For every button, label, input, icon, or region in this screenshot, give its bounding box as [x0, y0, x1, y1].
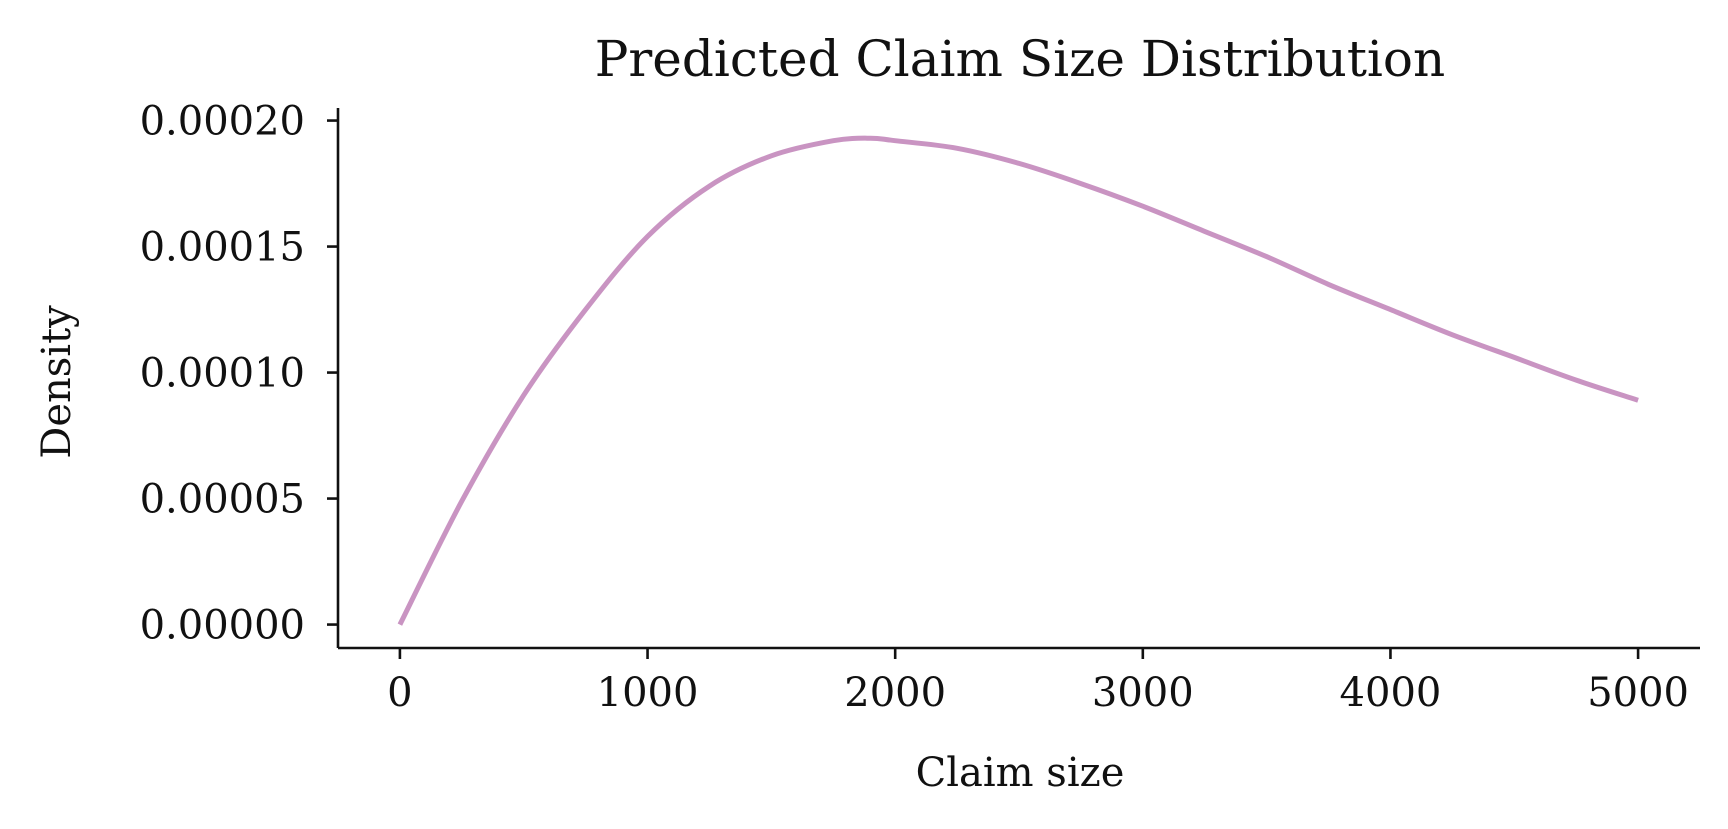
x-axis-label: Claim size	[916, 750, 1125, 796]
x-tick-label: 2000	[844, 670, 946, 716]
y-tick-label: 0.00010	[140, 351, 305, 397]
y-axis-label: Density	[34, 305, 80, 459]
chart-title: Predicted Claim Size Distribution	[595, 30, 1445, 88]
x-axis-ticks: 0 1000 2000 3000 4000 5000	[387, 648, 1689, 716]
x-tick-label: 4000	[1340, 670, 1442, 716]
x-tick-label: 5000	[1587, 670, 1689, 716]
x-tick-label: 0	[387, 670, 412, 716]
x-tick-label: 3000	[1092, 670, 1194, 716]
y-axis-ticks: 0.00000 0.00005 0.00010 0.00015 0.00020	[140, 99, 338, 649]
density-line	[397, 135, 1639, 626]
y-tick-label: 0.00005	[140, 477, 305, 523]
y-tick-label: 0.00000	[140, 603, 305, 649]
y-tick-label: 0.00015	[140, 225, 305, 271]
plot-area	[397, 135, 1639, 626]
x-tick-label: 1000	[597, 670, 699, 716]
y-tick-label: 0.00020	[140, 99, 305, 145]
